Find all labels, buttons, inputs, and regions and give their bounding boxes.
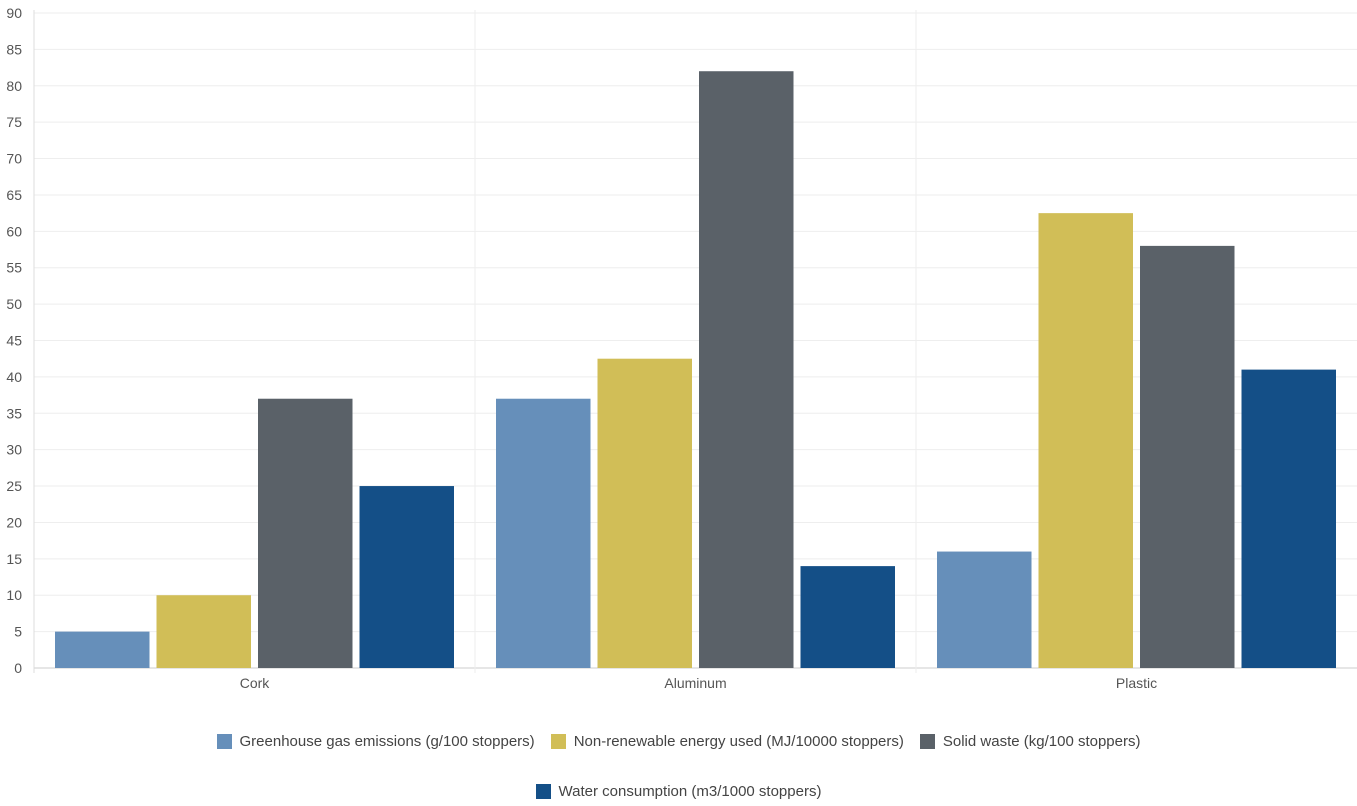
y-tick-label: 45: [6, 333, 22, 349]
legend-label: Water consumption (m3/1000 stoppers): [558, 783, 822, 800]
legend-label: Solid waste (kg/100 stoppers): [942, 733, 1141, 750]
y-tick-label: 0: [14, 660, 22, 676]
bar-cork-2: [258, 398, 353, 668]
bar-aluminum-3: [800, 566, 895, 668]
y-tick-label: 5: [14, 624, 22, 640]
bar-cork-0: [55, 631, 150, 668]
legend-label: Non-renewable energy used (MJ/10000 stop…: [573, 733, 904, 750]
bar-plastic-3: [1241, 369, 1336, 668]
y-tick-label: 20: [6, 514, 22, 530]
y-tick-label: 15: [6, 551, 22, 567]
bar-plastic-2: [1140, 245, 1235, 668]
legend-label: Greenhouse gas emissions (g/100 stoppers…: [239, 733, 535, 750]
y-tick-label: 80: [6, 78, 22, 94]
y-tick-label: 65: [6, 187, 22, 203]
y-tick-label: 10: [6, 587, 22, 603]
legend-swatch: [216, 734, 232, 749]
legend-row-2: Water consumption (m3/1000 stoppers): [0, 783, 1357, 800]
y-tick-label: 40: [6, 369, 22, 385]
legend-item-water[interactable]: Water consumption (m3/1000 stoppers): [535, 783, 822, 800]
bar-chart: 0 5 10 15 20 25 30 35 40 45 50 55 60 65 70 75 80 85 90 Cork…: [6, 5, 1357, 691]
legend-item-solid-waste[interactable]: Solid waste (kg/100 stoppers): [919, 733, 1141, 750]
bar-plastic-1: [1038, 213, 1133, 668]
bar-cork-3: [359, 486, 454, 668]
x-tick-label: Plastic: [1116, 675, 1157, 691]
legend-item-greenhouse[interactable]: Greenhouse gas emissions (g/100 stoppers…: [216, 733, 535, 750]
y-tick-label: 25: [6, 478, 22, 494]
bar-plastic-0: [937, 551, 1032, 668]
y-tick-label: 50: [6, 296, 22, 312]
legend-item-energy[interactable]: Non-renewable energy used (MJ/10000 stop…: [550, 733, 904, 750]
bar-cork-1: [156, 595, 251, 668]
legend-swatch: [919, 734, 935, 749]
legend-swatch: [550, 734, 566, 749]
bar-aluminum-2: [699, 71, 794, 668]
y-tick-label: 75: [6, 114, 22, 130]
x-tick-label: Aluminum: [664, 675, 726, 691]
bar-aluminum-1: [597, 358, 692, 668]
y-tick-label: 85: [6, 41, 22, 57]
y-tick-label: 30: [6, 442, 22, 458]
legend-row-1: Greenhouse gas emissions (g/100 stoppers…: [0, 733, 1357, 750]
x-tick-label: Cork: [240, 675, 271, 691]
legend-swatch: [535, 784, 551, 799]
bar-aluminum-0: [496, 398, 591, 668]
y-tick-label: 55: [6, 260, 22, 276]
y-tick-label: 70: [6, 151, 22, 167]
y-tick-label: 60: [6, 223, 22, 239]
y-tick-label: 90: [6, 5, 22, 21]
y-tick-label: 35: [6, 405, 22, 421]
